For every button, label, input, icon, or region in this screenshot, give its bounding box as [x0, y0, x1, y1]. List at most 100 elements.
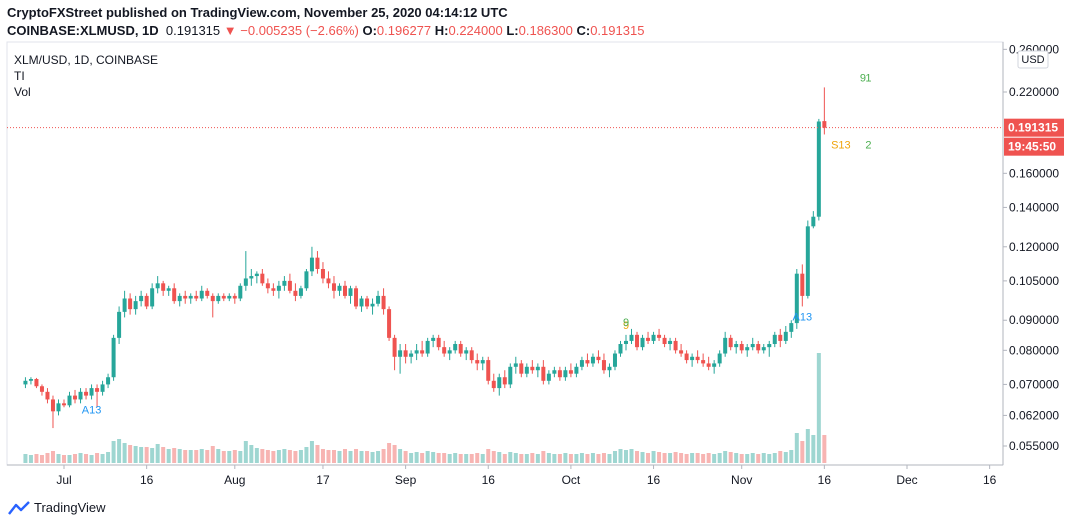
candle-body	[95, 388, 100, 392]
volume-bar	[95, 453, 100, 463]
volume-bar	[370, 452, 375, 463]
candle-body	[133, 301, 138, 310]
volume-bar	[585, 454, 590, 463]
candle-body	[166, 288, 171, 291]
candle-body	[805, 226, 810, 296]
candle-body	[646, 337, 651, 341]
volume-bar	[293, 451, 298, 463]
change-value: −0.005235 (−2.66%)	[240, 23, 359, 38]
candle-body	[210, 295, 215, 302]
volume-bar	[359, 451, 364, 463]
volume-bar	[62, 455, 66, 463]
y-tick-label: 0.055000	[1009, 439, 1059, 453]
candle-body	[497, 377, 502, 389]
candle-body	[161, 283, 166, 291]
volume-bar	[822, 435, 827, 463]
signal-label: 9	[623, 317, 629, 329]
publish-header: CryptoFXStreet published on TradingView.…	[7, 4, 1067, 40]
volume-bar	[629, 449, 634, 463]
candle-body	[635, 334, 640, 348]
currency-button[interactable]	[1017, 50, 1049, 69]
signal-label: 2	[865, 139, 871, 151]
candle-body	[28, 379, 33, 381]
candle-body	[431, 337, 436, 341]
tradingview-footer[interactable]: TradingView	[8, 500, 106, 515]
candle-body	[745, 347, 750, 351]
candle-body	[590, 356, 595, 364]
candle-body	[343, 285, 347, 296]
last-price-tag-label: 0.191315	[1008, 121, 1058, 135]
volume-bar	[464, 454, 469, 463]
volume-bar	[309, 441, 314, 463]
volume-bar	[403, 451, 408, 463]
candle-body	[739, 344, 744, 351]
candle-body	[183, 295, 188, 299]
candle-body	[794, 273, 799, 324]
candle-body	[249, 276, 254, 279]
candle-body	[150, 288, 155, 307]
volume-bar	[640, 452, 645, 463]
candle-body	[298, 288, 303, 296]
legend-title: XLM/USD, 1D, COINBASE	[14, 53, 159, 67]
candle-body	[618, 344, 623, 354]
y-tick-label: 0.090000	[1009, 313, 1059, 327]
candle-body	[772, 334, 777, 345]
volume-bar	[502, 454, 507, 463]
candle-body	[690, 356, 695, 361]
volume-bar	[524, 454, 529, 463]
candle-body	[458, 344, 463, 354]
volume-bar	[701, 454, 706, 463]
legend-indicator-vol[interactable]: Vol	[14, 85, 31, 99]
candle-body	[673, 340, 678, 351]
volume-bar	[172, 448, 177, 463]
y-tick-label: 0.120000	[1009, 240, 1059, 254]
volume-bar	[739, 454, 744, 463]
volume-bar	[425, 451, 430, 463]
candle-body	[469, 350, 474, 361]
signal-label: A13	[793, 311, 813, 323]
candle-body	[365, 298, 370, 307]
volume-bar	[276, 450, 281, 463]
volume-bar	[635, 451, 640, 463]
candle-body	[106, 377, 111, 385]
candle-body	[684, 353, 689, 361]
currency-button-label[interactable]: USD	[1021, 54, 1044, 66]
volume-bar	[177, 449, 182, 463]
candle-body	[442, 347, 447, 354]
volume-bar	[624, 450, 628, 463]
volume-bar	[84, 454, 89, 463]
volume-bar	[387, 443, 392, 463]
volume-bar	[265, 450, 270, 463]
candle-body	[348, 288, 353, 296]
open-value: 0.196277	[376, 23, 432, 38]
volume-bar	[45, 453, 50, 463]
close-value: 0.191315	[590, 23, 645, 38]
candle-body	[464, 350, 469, 354]
volume-bar	[535, 454, 540, 463]
volume-bar	[205, 450, 210, 463]
volume-bar	[183, 450, 188, 463]
candle-body	[519, 363, 524, 374]
volume-bar	[139, 447, 144, 463]
volume-bar	[282, 449, 287, 463]
candle-body	[607, 366, 612, 371]
candle-body	[62, 403, 66, 406]
candle-body	[789, 323, 794, 332]
candle-body	[816, 121, 821, 217]
last-price: 0.191315	[165, 23, 221, 38]
candle-body	[756, 344, 761, 351]
candle-body	[420, 350, 425, 354]
volume-bar	[778, 451, 783, 463]
volume-bar	[315, 445, 320, 463]
volume-bar	[89, 455, 94, 463]
legend-indicator-ti[interactable]: TI	[14, 69, 25, 83]
candle-body	[128, 298, 133, 310]
volume-bar	[238, 451, 243, 463]
candle-body	[56, 403, 61, 412]
volume-bar	[28, 455, 33, 463]
x-tick-label: 16	[818, 473, 832, 487]
volume-bar	[794, 433, 799, 463]
volume-bar	[679, 453, 684, 463]
volume-bar	[298, 450, 303, 463]
